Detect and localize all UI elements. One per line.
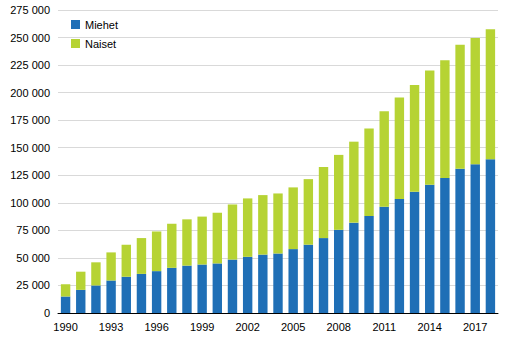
svg-text:Naiset: Naiset <box>85 38 116 50</box>
svg-text:125 000: 125 000 <box>10 169 50 181</box>
svg-text:75 000: 75 000 <box>16 224 50 236</box>
svg-text:2014: 2014 <box>417 321 441 333</box>
svg-text:175 000: 175 000 <box>10 114 50 126</box>
svg-text:275 000: 275 000 <box>10 4 50 16</box>
svg-text:Miehet: Miehet <box>85 19 118 31</box>
svg-text:2002: 2002 <box>235 321 259 333</box>
svg-text:100 000: 100 000 <box>10 197 50 209</box>
svg-text:1999: 1999 <box>190 321 214 333</box>
svg-text:1990: 1990 <box>53 321 77 333</box>
svg-text:2017: 2017 <box>463 321 487 333</box>
svg-text:250 000: 250 000 <box>10 32 50 44</box>
svg-text:150 000: 150 000 <box>10 142 50 154</box>
svg-text:0: 0 <box>44 307 50 319</box>
svg-text:2011: 2011 <box>372 321 396 333</box>
svg-text:2008: 2008 <box>326 321 350 333</box>
svg-text:2005: 2005 <box>281 321 305 333</box>
svg-text:1993: 1993 <box>99 321 123 333</box>
svg-text:25 000: 25 000 <box>16 279 50 291</box>
svg-text:225 000: 225 000 <box>10 59 50 71</box>
svg-text:50 000: 50 000 <box>16 252 50 264</box>
svg-text:200 000: 200 000 <box>10 87 50 99</box>
svg-text:1996: 1996 <box>144 321 168 333</box>
